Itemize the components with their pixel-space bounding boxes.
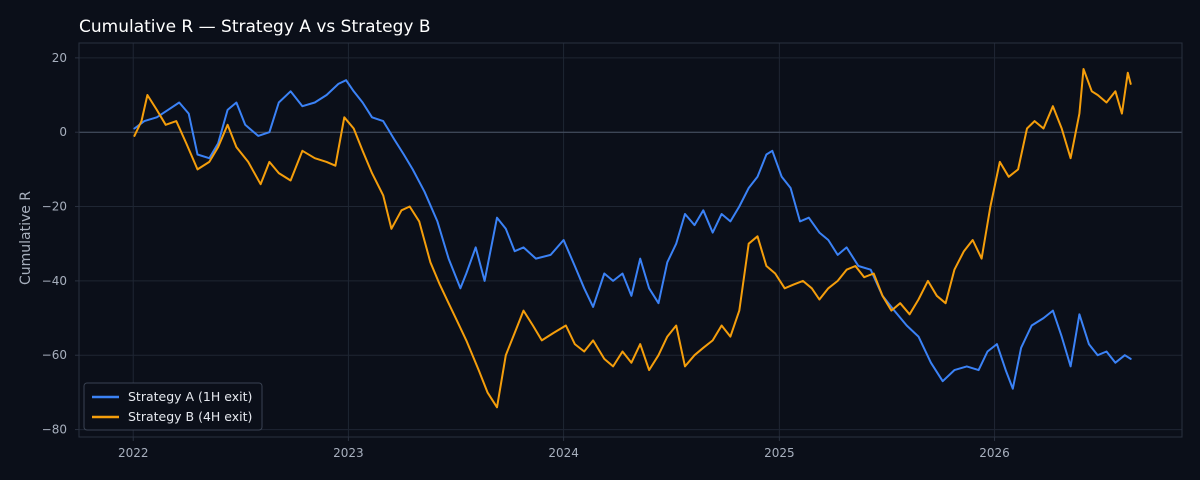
y-tick-label: −60 bbox=[42, 348, 67, 362]
legend-box bbox=[83, 382, 263, 431]
series-line-strategy-b bbox=[133, 68, 1132, 409]
x-tick-label: 2023 bbox=[333, 446, 364, 460]
y-tick-label: 20 bbox=[52, 51, 67, 65]
y-tick-label: −80 bbox=[42, 423, 67, 437]
y-tick-label: −20 bbox=[42, 200, 67, 214]
y-tick-label: −40 bbox=[42, 274, 67, 288]
chart-title: Cumulative R — Strategy A vs Strategy B bbox=[79, 17, 431, 37]
legend-label-strategy-a: Strategy A (1H exit) bbox=[128, 389, 252, 404]
legend: Strategy A (1H exit) Strategy B (4H exit… bbox=[83, 382, 263, 431]
x-tick-label: 2024 bbox=[548, 446, 579, 460]
x-tick-label: 2025 bbox=[764, 446, 795, 460]
x-tick-label: 2026 bbox=[979, 446, 1010, 460]
x-axis-ticks: 2022 2023 2024 2025 2026 bbox=[118, 437, 1010, 460]
series-layer bbox=[133, 68, 1132, 409]
y-tick-label: 0 bbox=[59, 125, 67, 139]
y-axis-label: Cumulative R bbox=[18, 191, 34, 285]
plot-frame bbox=[78, 42, 1183, 438]
series-line-strategy-a bbox=[133, 79, 1132, 390]
y-axis-ticks: 20 0 −20 −40 −60 −80 bbox=[42, 51, 79, 437]
legend-label-strategy-b: Strategy B (4H exit) bbox=[128, 409, 252, 424]
x-tick-label: 2022 bbox=[118, 446, 149, 460]
